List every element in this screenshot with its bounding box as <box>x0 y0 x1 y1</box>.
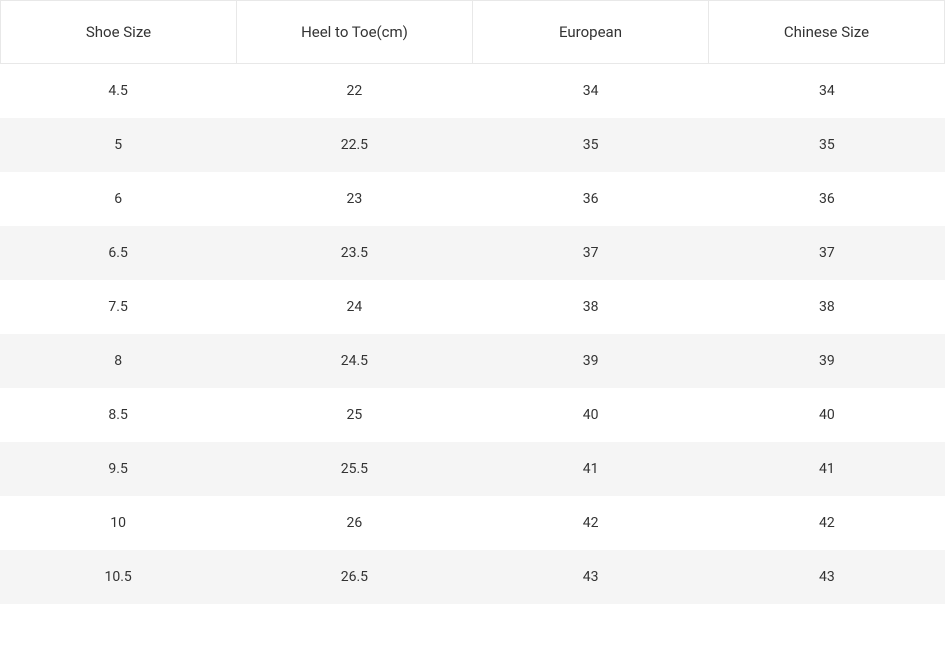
table-cell: 24 <box>236 280 472 334</box>
table-cell: 9.5 <box>0 442 236 496</box>
table-cell: 36 <box>709 172 945 226</box>
table-cell: 40 <box>473 388 709 442</box>
table-cell: 43 <box>473 550 709 604</box>
column-header: European <box>472 1 708 63</box>
table-cell: 38 <box>709 280 945 334</box>
table-cell: 22 <box>236 64 472 118</box>
table-cell: 25.5 <box>236 442 472 496</box>
table-cell: 40 <box>709 388 945 442</box>
table-cell: 34 <box>473 64 709 118</box>
table-cell: 8 <box>0 334 236 388</box>
table-cell: 39 <box>709 334 945 388</box>
table-row: 10.5 26.5 43 43 <box>0 550 945 604</box>
table-cell: 37 <box>473 226 709 280</box>
table-cell: 34 <box>709 64 945 118</box>
table-row: 8 24.5 39 39 <box>0 334 945 388</box>
table-cell: 26 <box>236 496 472 550</box>
table-cell: 6 <box>0 172 236 226</box>
table-row: 6 23 36 36 <box>0 172 945 226</box>
table-row: 6.5 23.5 37 37 <box>0 226 945 280</box>
column-header: Chinese Size <box>708 1 945 63</box>
table-cell: 35 <box>709 118 945 172</box>
table-cell: 41 <box>709 442 945 496</box>
table-cell: 10.5 <box>0 550 236 604</box>
table-cell: 4.5 <box>0 64 236 118</box>
table-cell: 41 <box>473 442 709 496</box>
table-row: 10 26 42 42 <box>0 496 945 550</box>
table-cell: 35 <box>473 118 709 172</box>
table-cell: 25 <box>236 388 472 442</box>
table-cell: 42 <box>473 496 709 550</box>
table-cell: 38 <box>473 280 709 334</box>
table-cell: 43 <box>709 550 945 604</box>
column-header: Shoe Size <box>0 1 236 63</box>
shoe-size-table: Shoe Size Heel to Toe(cm) European Chine… <box>0 0 945 604</box>
table-cell: 5 <box>0 118 236 172</box>
column-header: Heel to Toe(cm) <box>236 1 472 63</box>
table-cell: 42 <box>709 496 945 550</box>
table-row: 8.5 25 40 40 <box>0 388 945 442</box>
table-cell: 39 <box>473 334 709 388</box>
table-cell: 26.5 <box>236 550 472 604</box>
table-cell: 22.5 <box>236 118 472 172</box>
table-cell: 36 <box>473 172 709 226</box>
table-cell: 7.5 <box>0 280 236 334</box>
table-row: 4.5 22 34 34 <box>0 64 945 118</box>
table-cell: 24.5 <box>236 334 472 388</box>
table-cell: 8.5 <box>0 388 236 442</box>
table-row: 9.5 25.5 41 41 <box>0 442 945 496</box>
table-cell: 23.5 <box>236 226 472 280</box>
table-cell: 37 <box>709 226 945 280</box>
table-cell: 6.5 <box>0 226 236 280</box>
table-row: 7.5 24 38 38 <box>0 280 945 334</box>
table-header-row: Shoe Size Heel to Toe(cm) European Chine… <box>0 0 945 64</box>
table-cell: 10 <box>0 496 236 550</box>
table-cell: 23 <box>236 172 472 226</box>
table-row: 5 22.5 35 35 <box>0 118 945 172</box>
